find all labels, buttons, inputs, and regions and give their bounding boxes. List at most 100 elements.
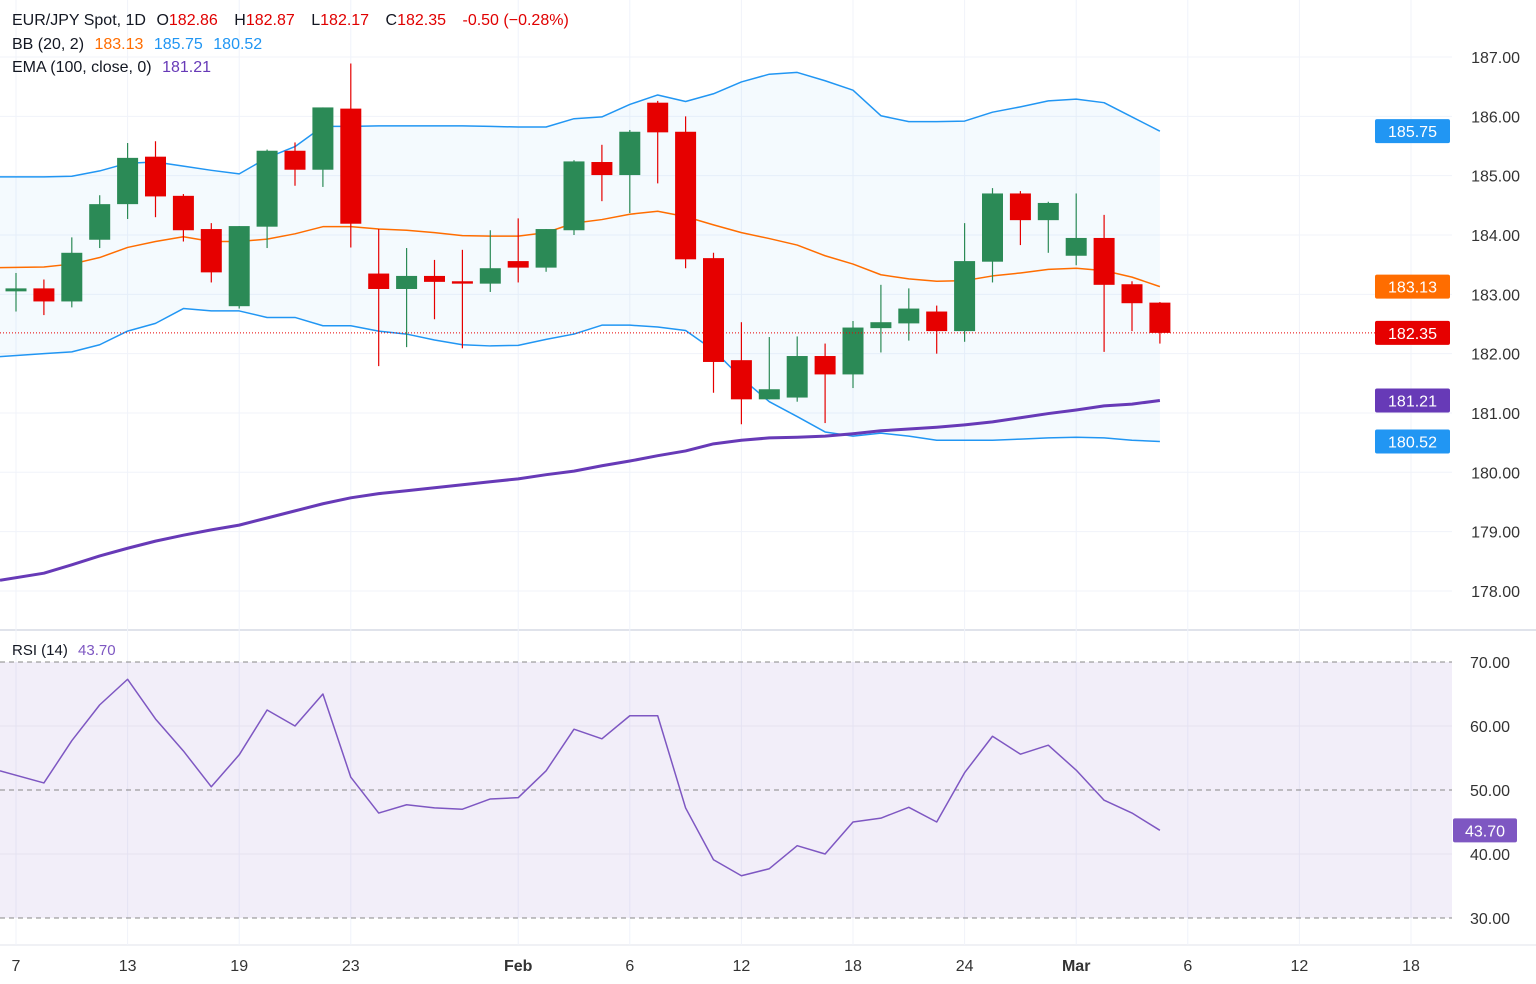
close-value: C182.35 [386,12,453,29]
symbol-label: EUR/JPY Spot, 1D [12,12,146,29]
time-tick-label: 18 [844,958,862,975]
candle-up [982,193,1003,262]
candle-up [758,389,780,400]
bb-lower-line [0,307,1160,443]
candle-down [814,356,836,375]
price-tick-label: 182.00 [1471,347,1520,364]
bb-upper-value: 185.75 [153,36,203,53]
ema-legend: EMA (100, close, 0) 181.21 [12,59,217,77]
open-label: O [156,12,169,29]
time-tick-label: 13 [119,958,137,975]
price-tick-label: 185.00 [1471,169,1520,186]
candle-up [870,322,892,329]
price-tag-label: 182.35 [1388,326,1437,343]
time-tick-label: 7 [12,958,21,975]
price-tick-label: 186.00 [1471,109,1520,126]
candle-up [619,131,641,176]
price-tick-label: 181.00 [1471,406,1520,423]
candle-up [954,261,976,332]
open-value: O182.86 [156,12,223,29]
low-label: L [311,12,321,29]
candle-up [5,288,27,292]
candle-down [340,108,362,224]
ohlc-legend: EUR/JPY Spot, 1D O182.86 H182.87 L182.17… [12,12,575,30]
low-value: L182.17 [311,12,375,29]
open-number: 182.86 [168,12,218,29]
price-tick-label: 179.00 [1471,525,1520,542]
bb-upper-line [0,71,1161,178]
candle-up [535,229,557,268]
time-tick-label: 12 [1291,958,1309,975]
rsi-tick-label: 30.00 [1470,911,1510,928]
candle-up [117,157,139,205]
candle-down [675,131,697,260]
candle-up [312,107,334,170]
rsi-line [0,678,1161,877]
price-tag [1375,274,1450,299]
candle-down [33,288,55,302]
rsi-value: 43.70 [78,642,116,659]
price-tag-label: 185.75 [1388,124,1437,141]
candle-down [1093,237,1115,285]
bb-label: BB (20, 2) [12,36,85,53]
rsi-tick-label: 50.00 [1470,783,1510,800]
time-tick-label: 23 [342,958,360,975]
rsi-tick-label: 70.00 [1470,655,1510,672]
high-label: H [234,12,246,29]
rsi-tick-label: 60.00 [1470,719,1510,736]
candle-down [424,275,445,282]
rsi-tag [1453,818,1517,843]
high-value: H182.87 [234,12,301,29]
price-tick-label: 183.00 [1471,287,1520,304]
time-tick-label: 6 [1183,958,1192,975]
price-tick-label: 180.00 [1471,465,1520,482]
candle-down [1009,193,1031,221]
close-label: C [385,12,398,29]
price-tag-label: 181.21 [1388,394,1437,411]
high-number: 182.87 [245,12,295,29]
price-tag [1375,119,1450,144]
price-tag [1375,388,1450,413]
change-value: -0.50 (−0.28%) [462,12,569,29]
time-tick-label: 24 [956,958,974,975]
candle-up [563,161,585,231]
candle-down [507,261,529,268]
candle-down [1149,302,1171,333]
price-tag-label: 180.52 [1388,434,1437,451]
low-number: 182.17 [320,12,370,29]
price-tag-label: 183.13 [1388,280,1437,297]
time-tick-label: 12 [733,958,751,975]
price-tick-label: 187.00 [1471,50,1520,67]
candle-down [284,150,306,170]
candle-up [61,252,83,302]
price-tag [1375,429,1450,454]
candle-down [172,195,194,231]
rsi-tick-label: 40.00 [1470,847,1510,864]
rsi-tag-label: 43.70 [1465,823,1505,840]
ema-label: EMA (100, close, 0) [12,59,152,76]
candle-up [256,150,278,227]
candle-up [1065,237,1087,256]
rsi-label: RSI (14) [12,642,68,659]
rsi-legend: RSI (14) 43.70 [12,642,122,659]
candle-down [926,311,948,332]
time-tick-label: 18 [1402,958,1420,975]
price-tick-label: 184.00 [1471,228,1520,245]
candle-down [145,156,166,197]
candle-down [368,273,390,289]
candle-down [591,162,613,176]
candle-down [200,229,222,273]
candle-down [647,102,669,133]
time-tick-label: 19 [230,958,248,975]
price-tick-label: 178.00 [1471,584,1520,601]
bb-middle-value: 183.13 [94,36,144,53]
price-tag [1375,320,1450,345]
ema-value: 181.21 [162,59,212,76]
candle-down [730,360,752,400]
candle-up [479,268,501,284]
candle-down [1121,284,1143,304]
time-tick-label: Feb [504,958,533,975]
bb-legend: BB (20, 2) 183.13 185.75 180.52 [12,36,268,54]
candle-up [898,308,920,324]
